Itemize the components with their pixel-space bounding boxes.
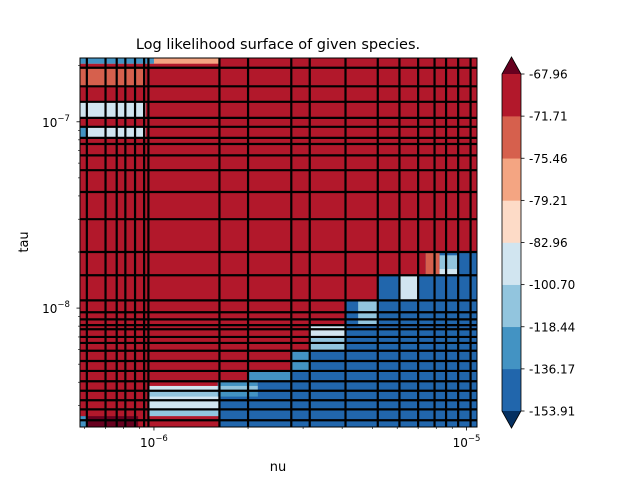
colorbar-segment <box>502 284 521 328</box>
heatmap-cell <box>80 416 87 427</box>
colorbar-under-arrow <box>502 411 521 428</box>
colorbar-segment <box>502 326 521 370</box>
colorbar-segment <box>502 158 521 201</box>
colorbar-tick-label: -75.46 <box>529 152 568 166</box>
x-axis: 10−6 10−5 <box>84 427 481 450</box>
heatmap-cell <box>399 275 419 301</box>
y-tick-label: 10−7 <box>42 114 70 130</box>
grid-lines <box>80 58 477 427</box>
heatmap-cell <box>439 269 459 276</box>
colorbar-segment <box>502 74 521 117</box>
x-tick-label: 10−5 <box>453 434 481 450</box>
colorbar-tick-label: -136.17 <box>529 362 575 376</box>
heatmap-cell <box>148 385 220 391</box>
heatmap-cell <box>148 396 220 410</box>
colorbar-tick-label: -79.21 <box>529 194 568 208</box>
colorbar-tick-label: -118.44 <box>529 320 575 334</box>
x-axis-label: nu <box>270 460 286 475</box>
y-tick-label: 10−8 <box>42 300 70 316</box>
heatmap-cell <box>80 126 146 138</box>
colorbar-tick-label: -153.91 <box>529 405 575 419</box>
heatmap-cell <box>80 416 139 427</box>
colorbar-over-arrow <box>502 57 521 74</box>
colorbar: -153.91 -136.17 -118.44 -100.70 -82.96 -79.21… <box>501 56 575 429</box>
colorbar-tick-label: -67.96 <box>529 68 568 82</box>
colorbar-tick-label: -82.96 <box>529 236 568 250</box>
colorbar-segment <box>502 200 521 243</box>
heatmap-cell <box>80 101 146 118</box>
colorbar-segment <box>502 116 521 159</box>
heatmap-cell <box>377 275 477 301</box>
heatmap-cell <box>309 326 346 337</box>
y-axis-label: tau <box>17 231 32 252</box>
colorbar-tick-label: -71.71 <box>529 110 568 124</box>
colorbar-segment <box>502 242 521 285</box>
chart-title: Log likelihood surface of given species. <box>136 37 420 53</box>
plot-frame <box>79 57 478 428</box>
heatmap-cell <box>425 252 440 276</box>
heatmap-cell <box>80 67 146 87</box>
y-axis: 10−8 10−7 <box>42 65 80 406</box>
x-tick-label: 10−6 <box>140 434 168 450</box>
heatmap-cell <box>80 126 87 138</box>
colorbar-segment <box>502 368 521 412</box>
colorbar-tick-label: -100.70 <box>529 278 575 292</box>
heatmap-cell <box>217 385 258 391</box>
heatmap-cell <box>248 370 292 382</box>
